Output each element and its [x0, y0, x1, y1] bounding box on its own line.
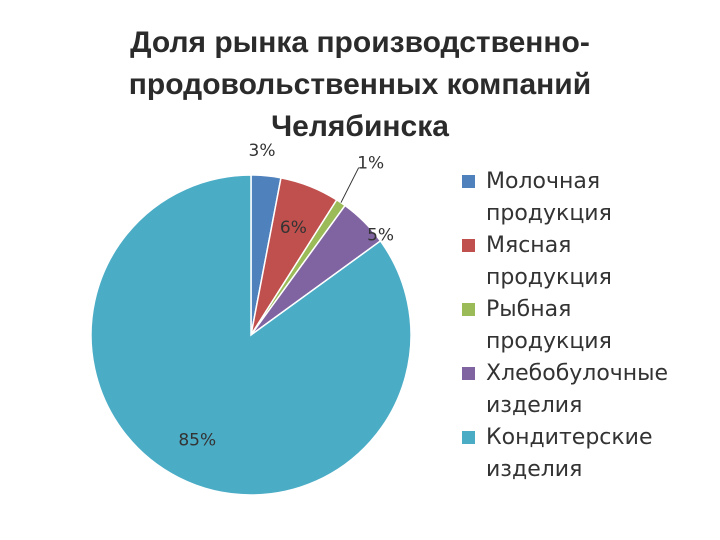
- legend-label-bakery-line-1: Хлебобулочные: [486, 361, 669, 386]
- legend-item-dairy: Молочная продукция: [460, 166, 710, 230]
- legend-swatch-fish: [462, 303, 475, 316]
- data-label-meat: 6%: [280, 218, 307, 238]
- legend-swatch-dairy: [462, 175, 475, 188]
- chart-title-line-2: продовольственных компаний: [128, 68, 592, 101]
- data-label-confectionery: 85%: [178, 430, 216, 450]
- data-label-bakery: 5%: [367, 225, 394, 245]
- chart-title: Доля рынка производственно- продовольств…: [60, 22, 660, 148]
- legend-label-bakery-line-2: изделия: [486, 393, 583, 418]
- legend-label-dairy-line-1: Молочная: [486, 169, 601, 194]
- legend-label-confectionery-line-2: изделия: [486, 457, 583, 482]
- legend-label-meat-line-1: Мясная: [486, 233, 572, 258]
- leader-line-fish: [340, 167, 360, 203]
- legend-item-confectionery: Кондитерские изделия: [460, 422, 710, 486]
- legend-swatch-bakery: [462, 367, 475, 380]
- legend-label-confectionery-line-1: Кондитерские: [486, 425, 653, 450]
- legend-label-dairy-line-2: продукция: [486, 201, 612, 226]
- legend: Молочная продукция Мясная продукция Рыбная пр…: [460, 166, 710, 486]
- chart-title-line-3: Челябинска: [271, 110, 449, 143]
- legend-item-meat: Мясная продукция: [460, 230, 710, 294]
- legend-label-fish-line-2: продукция: [486, 329, 612, 354]
- legend-swatch-confectionery: [462, 431, 475, 444]
- legend-item-bakery: Хлебобулочные изделия: [460, 358, 710, 422]
- data-label-fish: 1%: [357, 154, 384, 174]
- legend-label-meat-line-2: продукция: [486, 265, 612, 290]
- pie-slice-confectionery: [90, 174, 412, 496]
- pie-chart: 3% 6% 1% 5% 85%: [90, 141, 412, 496]
- legend-swatch-meat: [462, 239, 475, 252]
- chart-title-line-1: Доля рынка производственно-: [130, 26, 590, 59]
- legend-item-fish: Рыбная продукция: [460, 294, 710, 358]
- legend-label-fish-line-1: Рыбная: [486, 297, 572, 322]
- data-label-dairy: 3%: [249, 141, 276, 161]
